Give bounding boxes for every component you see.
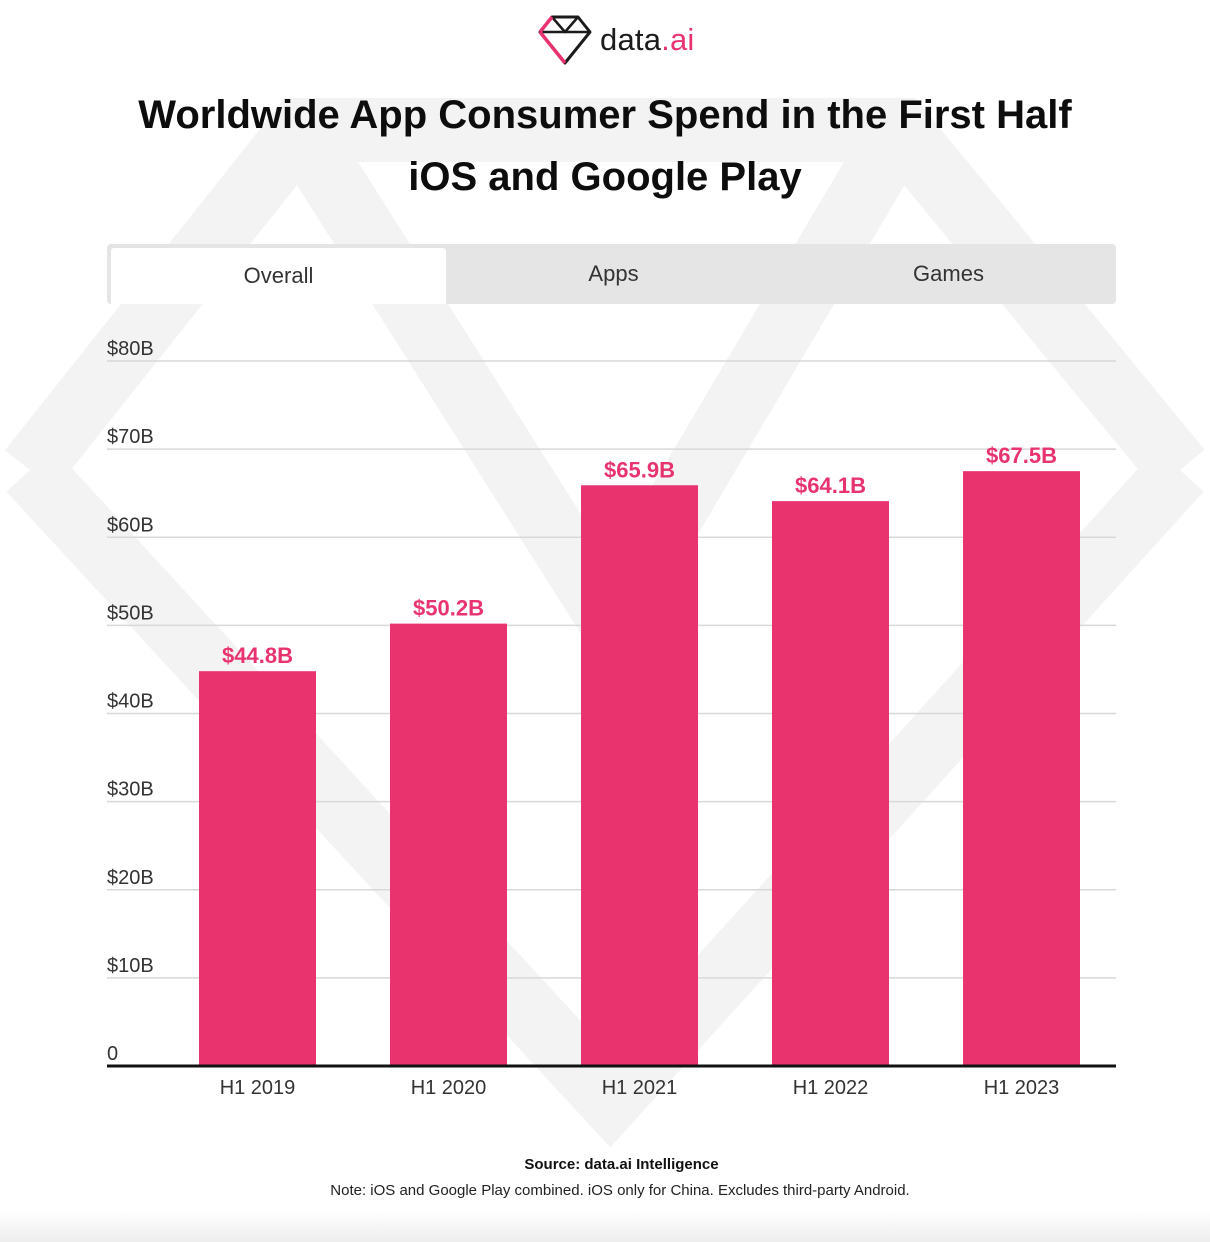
bar [390,623,507,1066]
brand-logo: data.ai [536,12,694,68]
bar [772,501,889,1066]
x-axis-labels: H1 2019 H1 2020 H1 2021 H1 2022 H1 2023 [220,1077,1060,1099]
brand-name: data.ai [600,22,695,57]
y-axis-labels: 0 $10B $20B $30B $40B $50B $60B $70B $80B [107,338,154,1065]
y-tick-label: $40B [107,691,154,713]
bar-value-label: $50.2B [413,596,484,621]
value-labels: $44.8B $50.2B $65.9B $64.1B $67.5B [222,443,1057,668]
diamond-logo-icon [538,15,592,65]
bar-chart: 0 $10B $20B $30B $40B $50B $60B $70B $80B $44.8B… [107,338,1116,1099]
chart-title-line-1: Worldwide App Consumer Spend in the Firs… [138,93,1072,137]
y-tick-label: $20B [107,867,154,889]
bottom-shade [0,1210,1210,1242]
y-tick-label: 0 [107,1043,118,1065]
tab-apps[interactable]: Apps [588,261,639,286]
tab-games[interactable]: Games [913,261,984,286]
segment-tabs: Overall Apps Games [107,244,1116,304]
chart-title: Worldwide App Consumer Spend in the Firs… [0,84,1210,208]
y-tick-label: $70B [107,426,154,448]
bar-value-label: $65.9B [604,457,675,482]
bar [963,471,1080,1066]
bar [581,485,698,1067]
tab-overall[interactable]: Overall [111,248,446,304]
bars [199,471,1080,1067]
y-tick-label: $60B [107,514,154,536]
y-tick-label: $30B [107,779,154,801]
bar [199,671,316,1066]
x-tick-label: H1 2022 [793,1077,869,1099]
bar-value-label: $64.1B [795,473,866,498]
x-tick-label: H1 2021 [602,1077,678,1099]
bar-value-label: $44.8B [222,643,293,668]
y-tick-label: $10B [107,955,154,977]
y-tick-label: $80B [107,338,154,360]
x-tick-label: H1 2020 [411,1077,487,1099]
chart-subtitle: iOS and Google Play [408,155,802,199]
note-text: Note: iOS and Google Play combined. iOS … [330,1182,910,1199]
y-tick-label: $50B [107,602,154,624]
bar-value-label: $67.5B [986,443,1057,468]
source-text: Source: data.ai Intelligence [524,1156,719,1173]
x-tick-label: H1 2023 [984,1077,1060,1099]
x-tick-label: H1 2019 [220,1077,296,1099]
